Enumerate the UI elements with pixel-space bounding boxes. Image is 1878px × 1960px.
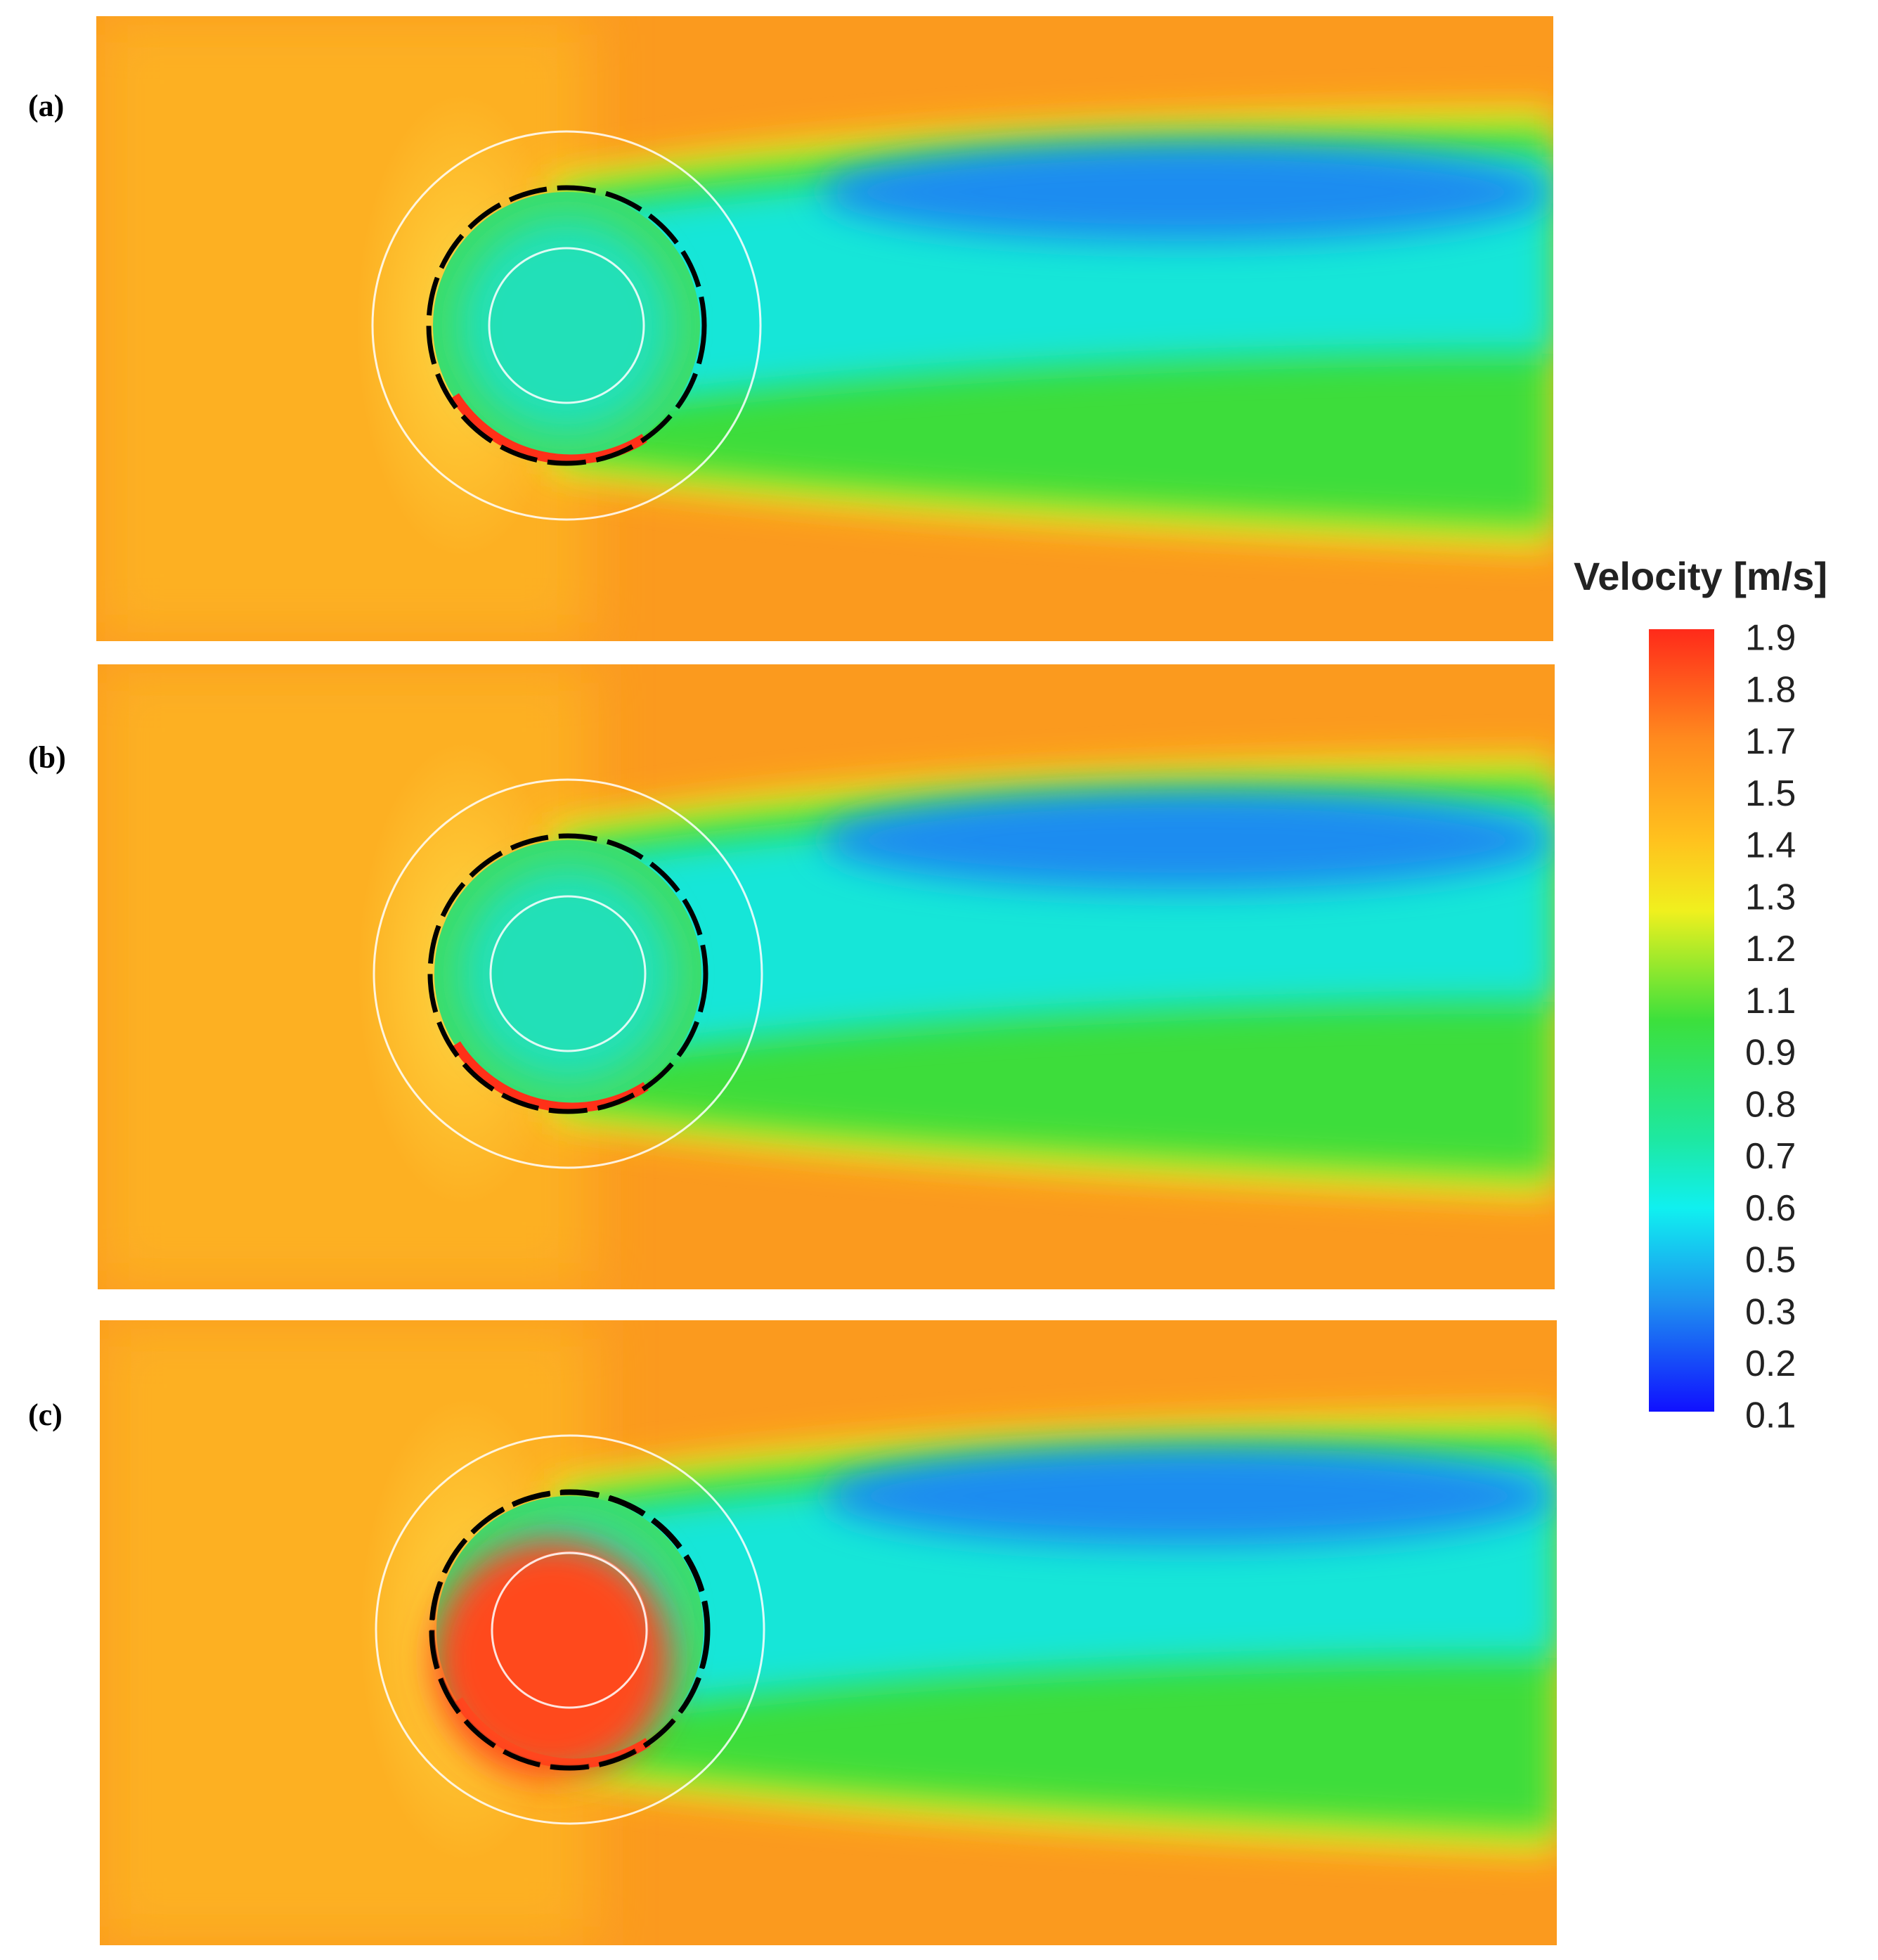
panel-label: (c) <box>28 1398 63 1432</box>
colorbar-label: 1.9 <box>1745 618 1796 659</box>
colorbar-title: Velocity [m/s] <box>1574 554 1827 598</box>
panel-c-field <box>100 1320 1557 1945</box>
colorbar-label: 1.7 <box>1745 721 1796 762</box>
colorbar-label: 0.2 <box>1745 1343 1796 1384</box>
colorbar-label: 1.4 <box>1745 825 1796 866</box>
panel-b-field <box>98 664 1555 1289</box>
colorbar-label: 0.8 <box>1745 1084 1796 1125</box>
colorbar-labels: 1.9 1.8 1.7 1.5 1.4 1.3 1.2 1.1 0.9 0.8 0.7 0.6 0.5 0… <box>1745 618 1796 1436</box>
colorbar-label: 1.1 <box>1745 981 1796 1021</box>
colorbar-label: 0.9 <box>1745 1033 1796 1074</box>
colorbar-label: 0.6 <box>1745 1188 1796 1229</box>
colorbar-label: 1.5 <box>1745 773 1796 814</box>
colorbar-label: 1.3 <box>1745 877 1796 917</box>
colorbar-label: 0.7 <box>1745 1136 1796 1177</box>
colorbar-label: 1.2 <box>1745 929 1796 969</box>
colorbar-label: 0.5 <box>1745 1240 1796 1281</box>
colorbar-label: 0.3 <box>1745 1291 1796 1332</box>
colorbar <box>1649 629 1714 1412</box>
colorbar-label: 1.8 <box>1745 669 1796 710</box>
panel-label: (b) <box>28 740 66 775</box>
panel-a-field <box>96 16 1553 641</box>
colorbar-label: 0.1 <box>1745 1395 1796 1436</box>
panel-label: (a) <box>28 89 64 123</box>
